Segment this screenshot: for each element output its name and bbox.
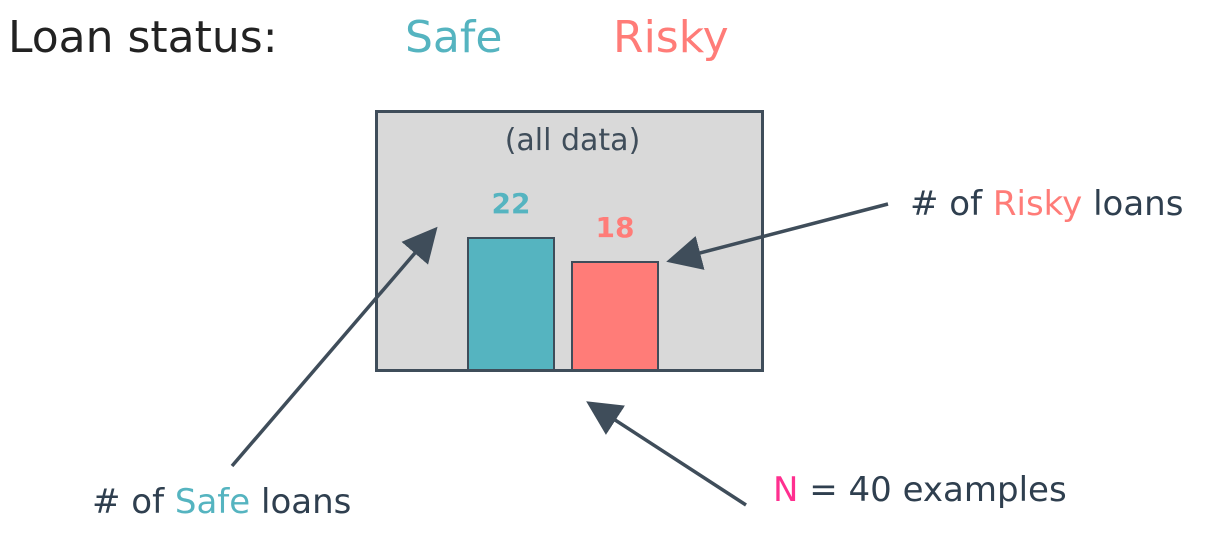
- risky-annot-highlight: Risky: [992, 184, 1083, 224]
- legend-risky: Risky: [613, 12, 729, 63]
- safe-loans-annotation: # of Safe loans: [92, 482, 351, 522]
- n-examples-annotation: N = 40 examples: [773, 470, 1067, 510]
- bar-value-risky: 18: [595, 211, 635, 244]
- bar-risky: [571, 261, 659, 369]
- risky-annot-prefix: # of: [910, 184, 993, 224]
- safe-annot-prefix: # of: [92, 482, 175, 522]
- risky-annot-suffix: loans: [1082, 184, 1184, 224]
- n-annot-suffix: = 40 examples: [798, 470, 1067, 510]
- safe-annot-highlight: Safe: [174, 482, 251, 522]
- arrow-n: [586, 401, 747, 507]
- n-annot-highlight: N: [773, 470, 799, 510]
- node-title: (all data): [504, 123, 641, 158]
- risky-loans-annotation: # of Risky loans: [910, 184, 1183, 224]
- arrow-safe: [230, 226, 438, 468]
- bar-safe: [467, 237, 555, 369]
- safe-annot-suffix: loans: [250, 482, 352, 522]
- legend-label: Loan status:: [8, 12, 278, 63]
- legend-safe: Safe: [405, 12, 503, 63]
- arrow-risky: [666, 202, 889, 270]
- bar-value-safe: 22: [491, 187, 531, 220]
- root-node-box: (all data) 22 18: [375, 110, 764, 372]
